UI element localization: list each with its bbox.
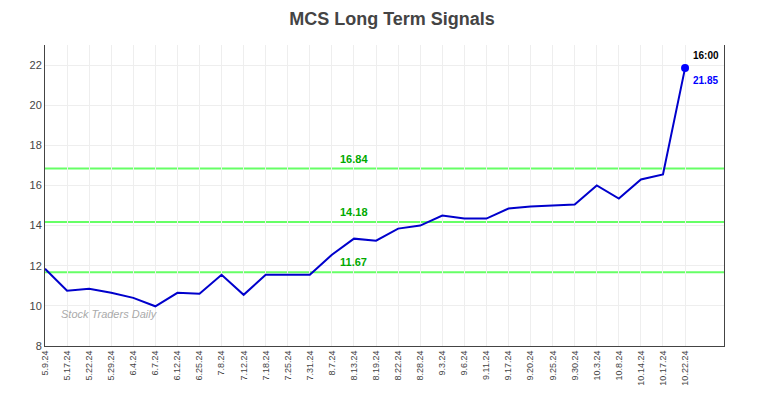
svg-text:7.8.24: 7.8.24 — [216, 351, 226, 376]
svg-text:10.3.24: 10.3.24 — [592, 351, 602, 381]
svg-text:9.20.24: 9.20.24 — [525, 351, 535, 381]
svg-text:18: 18 — [30, 139, 42, 151]
svg-text:8.28.24: 8.28.24 — [415, 351, 425, 381]
svg-text:14: 14 — [30, 219, 42, 231]
svg-text:9.3.24: 9.3.24 — [437, 351, 447, 376]
svg-text:16:00: 16:00 — [693, 50, 719, 61]
svg-text:10.8.24: 10.8.24 — [614, 351, 624, 381]
svg-text:11.67: 11.67 — [340, 256, 367, 268]
svg-text:8: 8 — [36, 340, 42, 352]
svg-text:10.22.24: 10.22.24 — [680, 351, 690, 386]
svg-text:6.25.24: 6.25.24 — [194, 351, 204, 381]
svg-text:9.11.24: 9.11.24 — [481, 351, 491, 380]
svg-text:6.4.24: 6.4.24 — [128, 351, 138, 376]
svg-text:10.17.24: 10.17.24 — [658, 351, 668, 386]
svg-text:5.22.24: 5.22.24 — [84, 351, 94, 381]
svg-text:8.13.24: 8.13.24 — [349, 351, 359, 381]
svg-text:16: 16 — [30, 179, 42, 191]
svg-text:7.31.24: 7.31.24 — [305, 351, 315, 381]
svg-text:9.25.24: 9.25.24 — [548, 351, 558, 381]
svg-text:7.25.24: 7.25.24 — [283, 351, 293, 381]
svg-text:14.18: 14.18 — [340, 206, 368, 218]
svg-text:MCS Long Term Signals: MCS Long Term Signals — [289, 9, 495, 29]
svg-text:9.17.24: 9.17.24 — [503, 351, 513, 381]
svg-text:16.84: 16.84 — [340, 153, 368, 165]
svg-text:9.6.24: 9.6.24 — [459, 351, 469, 376]
svg-text:5.9.24: 5.9.24 — [40, 351, 50, 376]
svg-text:6.7.24: 6.7.24 — [150, 351, 160, 376]
svg-text:20: 20 — [30, 99, 42, 111]
svg-text:5.17.24: 5.17.24 — [62, 351, 72, 381]
svg-text:10.14.24: 10.14.24 — [636, 351, 646, 386]
svg-text:5.29.24: 5.29.24 — [106, 351, 116, 381]
svg-text:6.12.24: 6.12.24 — [172, 351, 182, 381]
svg-text:Stock Traders Daily: Stock Traders Daily — [61, 308, 158, 320]
svg-text:7.12.24: 7.12.24 — [239, 351, 249, 381]
svg-text:8.19.24: 8.19.24 — [371, 351, 381, 381]
svg-text:8.7.24: 8.7.24 — [327, 351, 337, 376]
svg-text:10: 10 — [30, 300, 42, 312]
svg-text:9.30.24: 9.30.24 — [570, 351, 580, 381]
svg-text:8.22.24: 8.22.24 — [393, 351, 403, 381]
svg-text:22: 22 — [30, 59, 42, 71]
svg-text:7.18.24: 7.18.24 — [261, 351, 271, 381]
svg-text:21.85: 21.85 — [693, 75, 718, 86]
svg-text:12: 12 — [30, 260, 42, 272]
